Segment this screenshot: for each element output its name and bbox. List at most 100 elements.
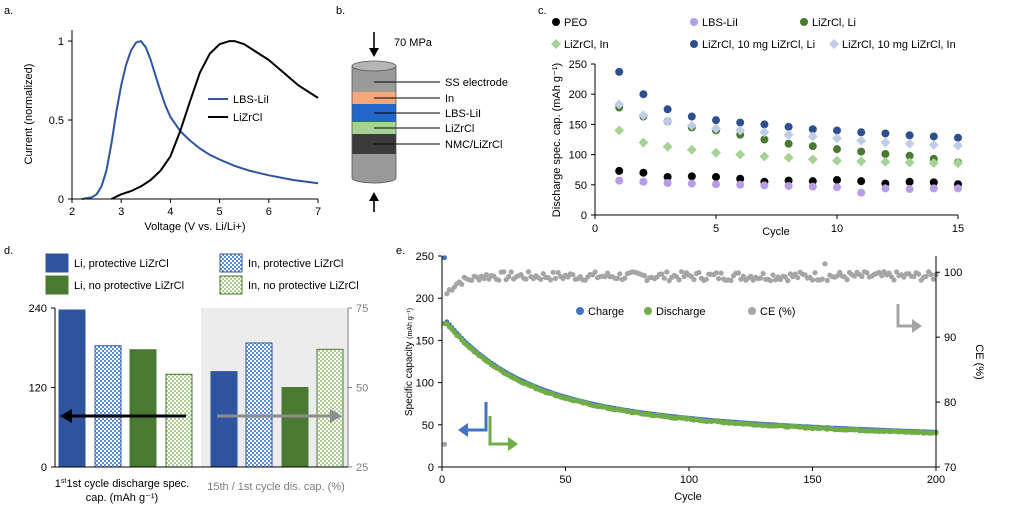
panel-d-legend: Li, protective LiZrCl In, protective LiZr… [45,253,359,295]
layer-label-ss-electrode: SS electrode [445,77,508,89]
y-tick-label: 250 [569,59,587,71]
x-tick-label: 200 [927,474,945,486]
panel-d-right-label: 15th / 1st cycle dis. cap. (%) [207,481,345,493]
point-lbs-lii [639,177,648,186]
panel-e-letter: e. [396,245,405,257]
legend-marker-lizrcl-in [551,39,561,49]
point-lizrcl-in [614,125,625,136]
point-lizrcl-in [904,157,915,168]
curve-lbs-lii [81,40,319,200]
point-ce [553,275,559,282]
legend-swatch-in-no-protective-lizrcl [219,275,243,295]
x-tick-label: 15 [952,223,964,235]
panel-a: a. 2 3 4 5 6 7 0 0.5 1 Voltage (V vs. Li/Li+) Cu… [4,5,321,233]
point-ce [676,277,682,283]
point-ce [506,274,512,280]
point-ce [782,274,788,280]
x-tick-label: 5 [713,223,719,235]
point-lizrcl-10-mg-lizrcl-li [712,116,720,125]
point-ce [523,276,529,282]
point-ce [879,273,885,279]
y-tick-label: 0 [428,462,434,474]
point-lizrcl-li [881,149,890,158]
point-lizrcl-li [857,147,866,156]
panel-a-ticks: 2 3 4 5 6 7 0 0.5 1 [49,36,321,218]
legend-label-discharge: Discharge [656,306,706,318]
y-tick-label: 200 [569,89,587,101]
point-ce [681,273,687,280]
curve-lizrcl [110,40,319,200]
point-ce [851,273,858,279]
left-tick-label: 120 [29,383,47,395]
bottom-arrow [369,192,379,212]
panel-e-ticks: 0 50 100 150 200 0 50 100 150 200 250 70 80 90 100 [416,251,963,486]
point-ce [864,270,870,276]
panel-a-letter: a. [4,5,13,17]
point-lizrcl-10-mg-lizrcl-li [663,105,672,114]
point-peo [639,168,648,177]
point-lbs-lii [687,179,696,188]
point-ce [622,275,628,281]
point-peo [712,172,720,181]
point-lizrcl-10-mg-lizrcl-in [928,139,939,150]
point-ce [469,277,475,283]
panel-e-legend: Charge Discharge CE (%) [576,306,795,318]
panel-e: e. 0 50 100 150 200050100150200250708090100 … [396,245,985,503]
point-lizrcl-10-mg-lizrcl-in [662,116,673,127]
point-ce [844,277,850,283]
point-lizrcl-in [662,141,673,152]
point-ce [661,275,667,281]
point-lizrcl-10-mg-lizrcl-in [880,137,891,148]
point-ce [748,273,754,279]
point-lizrcl-in [783,152,794,163]
panel-d-left-label-line2: cap. (mAh g⁻¹) [86,492,158,504]
x-tick-label: 7 [315,206,321,218]
point-ce [923,273,929,279]
point-lizrcl-10-mg-lizrcl-li [881,129,890,138]
panel-c: c. PEO LBS-LiI LiZrCl, Li LiZrCl, In LiZrCl,… [538,5,964,238]
top-arrow [369,32,379,57]
left-tick-label: 0 [41,462,47,474]
y2-tick-label: 70 [944,462,956,474]
point-ce [679,269,685,275]
y2-tick-label: 80 [944,397,956,409]
point-lizrcl-10-mg-lizrcl-li [954,133,962,142]
point-ce [819,276,826,282]
x-tick-label: 5 [217,206,223,218]
point-lizrcl-10-mg-lizrcl-in [759,127,770,138]
point-lbs-lii [760,181,769,190]
legend-marker-peo [552,18,560,26]
y-tick-label: 150 [416,335,434,347]
point-ce [555,270,561,276]
legend-marker-lizrcl-li [800,18,808,26]
cell-bottom-cap [351,177,397,184]
panel-b-letter: b. [336,5,345,17]
point-lizrcl-in [928,158,939,169]
legend-label-in-protective-lizrcl: In, protective LiZrCl [248,258,343,270]
y-tick-label: 150 [569,119,587,131]
panel-d-left-label-line1: 1st1st cycle discharge spec. [55,478,189,490]
point-ce [760,270,766,277]
point-lizrcl-10-mg-lizrcl-in [953,140,963,151]
panel-a-curves [81,40,319,200]
layer-label-in: In [445,93,454,105]
point-ce [459,281,465,287]
x-tick-label: 4 [167,206,173,218]
legend-marker-lbs-lii [690,18,698,26]
legend-label-charge: Charge [588,306,624,318]
point-lbs-lii [615,176,624,185]
point-lbs-lii [881,184,890,193]
point-lizrcl-10-mg-lizrcl-in [638,110,649,121]
y-tick-label: 250 [416,251,434,263]
x-tick-label: 0 [439,474,445,486]
point-lizrcl-in [832,155,842,166]
point-ce [785,278,791,284]
point-ce [538,276,544,282]
point-lizrcl-10-mg-lizrcl-in [614,99,625,110]
y-tick-label: 0 [581,210,587,222]
point-lbs-lii [808,182,817,191]
layer-label-lizrcl: LiZrCl [445,123,474,135]
point-lizrcl-in [759,151,770,162]
panel-a-xlabel: Voltage (V vs. Li/Li+) [144,221,245,233]
